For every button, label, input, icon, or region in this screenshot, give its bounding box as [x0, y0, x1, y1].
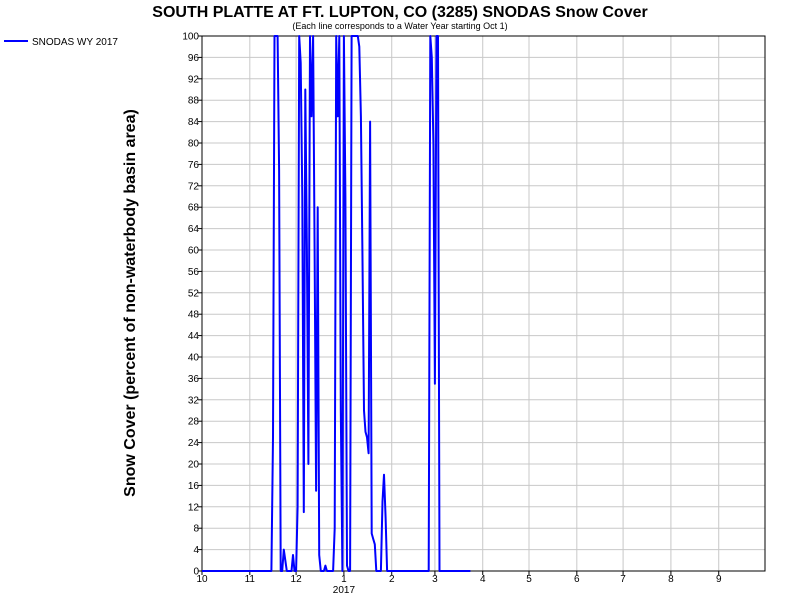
y-tick-label: 88	[188, 96, 200, 107]
legend-label: SNODAS WY 2017	[32, 37, 118, 48]
x-axis: 10 11 12 1 2 3 4 5 6 7 8 9	[196, 571, 722, 585]
legend: SNODAS WY 2017	[4, 37, 118, 48]
y-tick-label: 44	[188, 331, 200, 342]
y-tick-label: 100	[182, 32, 199, 43]
x-tick-label: 1	[341, 574, 347, 585]
y-tick-label: 84	[188, 117, 200, 128]
y-tick-label: 60	[188, 246, 200, 257]
y-axis-label: Snow Cover (percent of non-waterbody bas…	[122, 109, 139, 497]
y-axis: 0481216202428323640444852566064687276808…	[182, 32, 202, 578]
chart-title: SOUTH PLATTE AT FT. LUPTON, CO (3285) SN…	[152, 4, 647, 21]
series-line-0	[202, 35, 471, 572]
y-tick-label: 16	[188, 481, 200, 492]
series-layer	[202, 35, 471, 572]
chart-subtitle: (Each line corresponds to a Water Year s…	[292, 21, 507, 31]
y-tick-label: 20	[188, 460, 200, 471]
y-tick-label: 80	[188, 139, 200, 150]
y-tick-label: 68	[188, 203, 200, 214]
x-tick-label: 7	[620, 574, 626, 585]
x-tick-label: 9	[716, 574, 722, 585]
y-tick-label: 56	[188, 267, 200, 278]
x-tick-label: 12	[291, 574, 303, 585]
y-tick-label: 92	[188, 74, 200, 85]
y-tick-label: 12	[188, 502, 200, 513]
y-tick-label: 4	[193, 545, 199, 556]
y-tick-label: 52	[188, 288, 200, 299]
x-tick-label: 11	[245, 574, 256, 585]
y-tick-label: 28	[188, 417, 200, 428]
y-tick-label: 32	[188, 395, 200, 406]
x-tick-label: 5	[526, 574, 532, 585]
y-tick-label: 8	[193, 524, 199, 535]
y-tick-label: 40	[188, 353, 200, 364]
x-tick-label: 4	[480, 574, 486, 585]
x-tick-label: 10	[196, 574, 208, 585]
x-tick-label: 6	[574, 574, 580, 585]
y-tick-label: 24	[188, 438, 200, 449]
y-tick-label: 0	[193, 567, 199, 578]
grid	[201, 35, 765, 572]
x-tick-label: 2	[389, 574, 395, 585]
y-tick-label: 64	[188, 224, 200, 235]
y-tick-label: 48	[188, 310, 200, 321]
x-tick-label: 3	[432, 574, 438, 585]
y-tick-label: 36	[188, 374, 200, 385]
x-tick-label: 8	[668, 574, 674, 585]
y-tick-label: 96	[188, 53, 200, 64]
y-tick-label: 76	[188, 160, 200, 171]
x-year-label: 2017	[333, 585, 356, 596]
y-tick-label: 72	[188, 181, 200, 192]
plot-frame	[201, 35, 766, 572]
